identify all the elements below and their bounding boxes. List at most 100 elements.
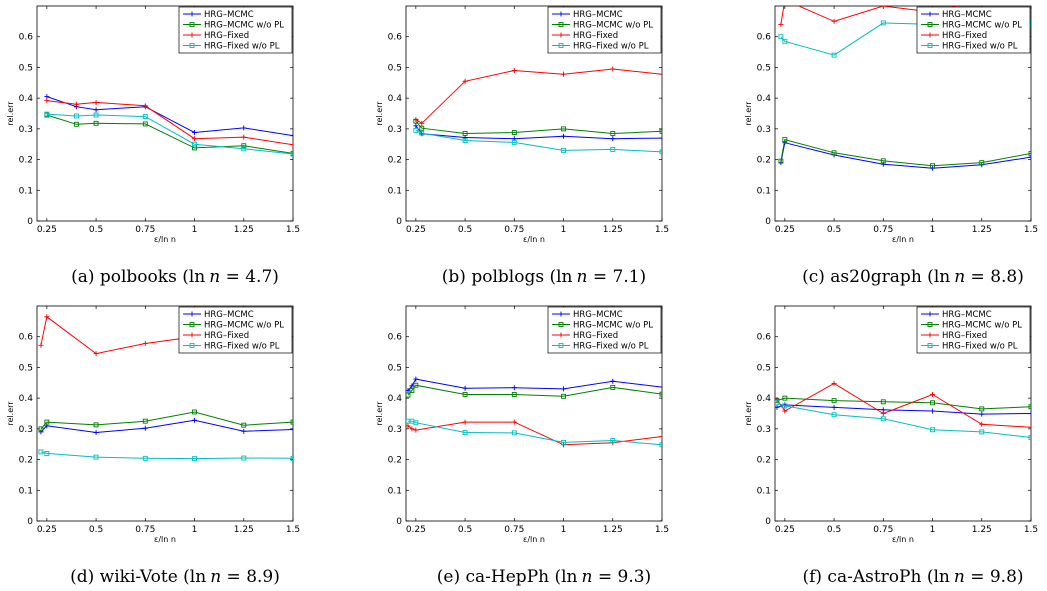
data-point <box>142 425 148 431</box>
legend-entry-label: HRG–Fixed <box>204 331 249 341</box>
data-point <box>413 376 419 382</box>
data-point <box>93 422 99 428</box>
data-point <box>192 417 198 423</box>
chart-panel-d: 0.25 0.5 0.75 1 1.25 1.5 0 0.1 0.2 0.3 0.4 0.5 0.6 ε/… <box>6 305 300 587</box>
legend-entry-label: HRG–Fixed <box>942 31 987 41</box>
data-point <box>831 412 837 418</box>
x-tick-label: 1.25 <box>972 225 992 235</box>
y-tick-label: 0 <box>765 517 771 527</box>
caption-equals: = 4.7) <box>220 267 279 287</box>
data-point <box>610 438 616 443</box>
series-line-0 <box>40 419 293 434</box>
x-tick-label: 0.5 <box>458 225 472 235</box>
legend-marker <box>927 11 933 17</box>
data-point <box>241 455 247 461</box>
data-point <box>462 138 468 143</box>
panel-caption: (d) wiki-Vote (ln n = 8.9) <box>70 567 280 587</box>
data-point <box>44 314 50 320</box>
chart-panel-e: 0.25 0.5 0.75 1 1.25 1.5 0 0.1 0.2 0.3 0.4 0.5 0.6 ε/… <box>375 305 669 587</box>
x-tick-label: 1.25 <box>972 525 992 535</box>
legend-entry-label: HRG–Fixed w/o PL <box>204 342 280 352</box>
series-line-0 <box>407 378 662 391</box>
data-point <box>290 426 293 432</box>
legend-marker <box>558 311 564 317</box>
y-tick-label: 0.2 <box>757 456 771 466</box>
legend-entry-label: HRG–Fixed <box>942 331 987 341</box>
data-point <box>1029 0 1034 2</box>
data-point <box>880 20 886 26</box>
data-point <box>419 130 425 136</box>
legend-marker <box>927 43 933 48</box>
y-axis-label: rel.err <box>744 401 753 426</box>
y-tick-label: 0 <box>765 217 771 227</box>
x-tick-label: 0.5 <box>89 225 103 235</box>
legend-marker <box>189 11 195 17</box>
x-tick-label: 1.5 <box>1024 225 1038 235</box>
legend-marker <box>558 332 564 338</box>
data-point <box>930 163 935 169</box>
x-tick-label: 1 <box>930 225 936 235</box>
y-axis-label: rel.err <box>6 101 15 126</box>
y-tick-label: 0.5 <box>757 63 771 73</box>
data-point <box>1028 154 1031 160</box>
x-tick-label: 0.75 <box>135 525 155 535</box>
data-point <box>73 121 79 127</box>
legend-entry-label: HRG–MCMC <box>573 10 623 20</box>
x-tick-label: 1.25 <box>603 225 623 235</box>
chart-panel-a: 0.25 0.5 0.75 1 1.25 1.5 0 0.1 0.2 0.3 0.4 0.5 0.6 ε/… <box>6 5 300 287</box>
data-point <box>979 421 985 427</box>
caption-equals: = 8.9) <box>221 567 280 587</box>
data-point <box>1028 150 1031 156</box>
data-point <box>782 403 788 409</box>
x-tick-label: 1.5 <box>655 525 669 535</box>
legend-marker <box>558 32 564 38</box>
series-line-2 <box>40 315 195 355</box>
caption-ln: ln <box>934 267 950 287</box>
y-tick-label: 0.6 <box>19 333 34 343</box>
axes-box <box>405 305 663 522</box>
legend-entry-label: HRG–MCMC w/o PL <box>573 21 653 31</box>
data-point <box>610 131 616 136</box>
x-axis-label: ε/ln n <box>523 235 545 244</box>
caption-ln: ln <box>189 267 205 287</box>
y-tick-label: 0.3 <box>19 425 33 435</box>
data-point <box>659 128 662 134</box>
data-point <box>659 135 662 141</box>
legend-entry-label: HRG–Fixed w/o PL <box>204 42 280 52</box>
data-point <box>93 120 99 126</box>
legend-marker <box>927 322 933 327</box>
chart-panel-f: 0.25 0.5 0.75 1 1.25 1.5 0 0.1 0.2 0.3 0.4 0.5 0.6 ε/… <box>744 305 1038 587</box>
data-point <box>142 103 148 109</box>
plot-area <box>413 66 662 155</box>
data-point <box>979 429 985 435</box>
y-tick-label: 0.4 <box>388 94 403 104</box>
data-point <box>778 34 784 40</box>
x-tick-label: 0.75 <box>504 525 524 535</box>
x-tick-label: 0.25 <box>406 225 426 235</box>
series-line-3 <box>776 402 1031 438</box>
data-point <box>561 126 566 132</box>
data-point <box>93 99 99 105</box>
data-point <box>610 378 616 384</box>
y-axis-label: rel.err <box>744 101 753 126</box>
y-tick-label: 0.2 <box>388 456 402 466</box>
data-point <box>142 114 148 120</box>
data-point <box>561 442 567 448</box>
x-axis-label: ε/ln n <box>892 235 914 244</box>
data-point <box>831 398 837 404</box>
series-line-2 <box>776 382 1031 428</box>
legend-entry-label: HRG–MCMC w/o PL <box>204 21 284 31</box>
data-point <box>782 0 787 2</box>
legend-entry-label: HRG–MCMC <box>204 10 254 20</box>
caption-n: n <box>954 267 965 287</box>
x-tick-label: 1 <box>930 525 936 535</box>
data-point <box>782 408 788 414</box>
y-tick-label: 0 <box>396 517 402 527</box>
series-line-2 <box>46 100 293 146</box>
legend-entry-label: HRG–MCMC <box>942 10 992 20</box>
data-point <box>462 131 468 136</box>
panel-caption: (f) ca-AstroPh (ln n = 9.8) <box>802 567 1023 587</box>
data-point <box>290 455 293 461</box>
data-point <box>142 340 148 346</box>
legend-marker <box>189 311 195 317</box>
